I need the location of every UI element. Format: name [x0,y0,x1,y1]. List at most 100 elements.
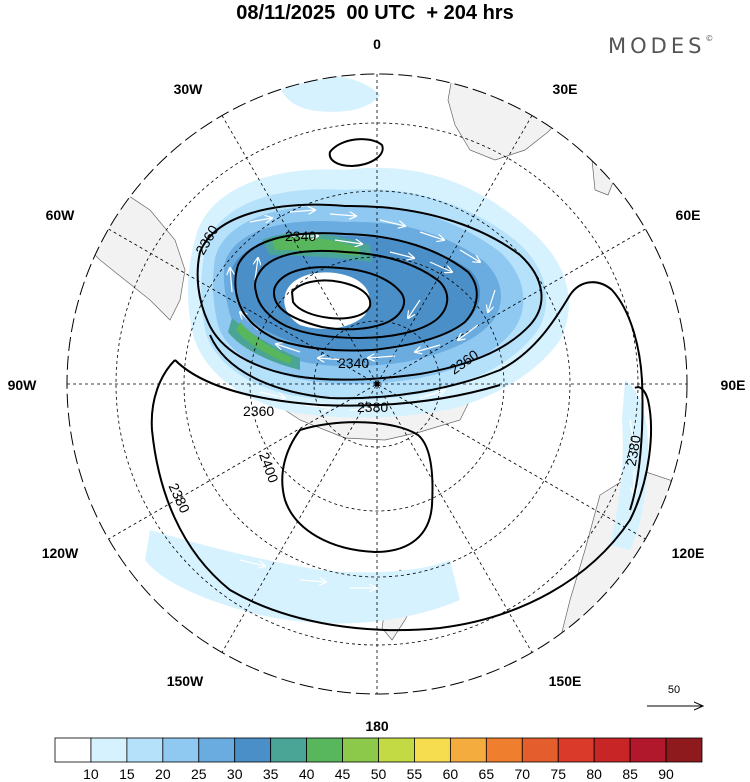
contour-closed-north [328,138,384,168]
shade-45-west [236,322,292,364]
longitude-labels: 0 30E 60E 90E 120E 150E 180 150W 120W 90… [8,36,746,734]
shade-inner-hole [284,272,370,329]
contour-label: 2340 [338,355,369,371]
colorbar-label: 10 [83,766,99,782]
contour-2400 [281,421,434,554]
shade-15-north [280,75,380,112]
wind-vector [329,214,356,216]
contour-2280 [290,279,372,320]
copyright-mark: © [705,34,714,43]
wind-vector [419,390,445,399]
reference-vector: 50 [647,684,703,706]
colorbar-swatch [414,737,451,763]
contour-2380-inner [174,359,501,407]
wind-vector [276,344,301,353]
wind-vector [389,251,414,258]
lon-label-60w: 60W [46,207,76,223]
contour-label-group: 2360 2340 2340 2360 2380 2360 2400 2380 … [166,222,644,515]
lon-label-60e: 60E [676,207,701,223]
wind-vectors [230,210,634,588]
shade-15-east [610,380,649,550]
wind-vector [368,356,396,358]
colorbar-swatch [306,737,343,763]
colorbar-label: 70 [514,766,530,782]
lon-label-120w: 120W [42,545,79,561]
colorbar-swatch [557,737,595,763]
contour-2360-outer [196,203,543,381]
wind-vector [419,231,444,240]
colorbar-swatch [270,737,308,763]
colorbar-label: 15 [119,766,135,782]
colorbar-swatch [665,737,703,763]
wind-vector [255,258,258,281]
wind-vector [630,419,634,444]
wind-vector [349,408,375,410]
wind-vector [230,268,232,293]
brand-name: MODES [608,34,706,58]
lon-label-180: 180 [365,718,389,734]
contour-label: 2380 [357,399,388,415]
colorbar-swatch [90,737,128,763]
wind-vector [415,344,441,352]
south-pole-marker [374,381,380,387]
colorbar-swatch [162,737,200,763]
colorbar-swatch [521,737,559,763]
colorbar-swatch [198,737,236,763]
wind-vector [488,289,496,312]
lon-label-30e: 30E [553,81,578,97]
wind-vector [239,559,265,566]
contour-2380 [150,359,652,632]
wind-vector [289,210,315,212]
lon-label-0: 0 [373,36,381,52]
contour-2340 [234,232,478,352]
colorbar-swatch [593,737,631,763]
meridian-60e-120w [108,228,646,540]
chart-title: 08/11/2025 00 UTC + 204 hrs [236,2,514,24]
lon-label-120e: 120E [672,545,705,561]
colorbar-label: 80 [586,766,602,782]
colorbar: 10 15 20 25 30 35 40 45 50 55 60 65 70 75 80 85 90 [54,737,703,782]
colorbar-swatch [234,737,272,763]
contour-label: 2360 [243,403,274,419]
lon-label-30w: 30W [174,81,204,97]
contour-label: 2340 [285,228,316,244]
colorbar-label: 55 [407,766,423,782]
colorbar-swatch [54,737,92,763]
colorbar-swatch [449,737,487,763]
wind-vector [379,219,405,226]
wind-vector [459,249,480,262]
colorbar-label: 30 [227,766,243,782]
colorbar-label: 60 [443,766,459,782]
map-border [66,73,688,695]
colorbar-label: 65 [479,766,495,782]
colorbar-label: 20 [155,766,171,782]
meridian-30w-150e [221,115,533,653]
colorbar-label: 85 [622,766,638,782]
meridian-30e-150w [221,115,533,653]
reference-vector-label: 50 [668,684,680,696]
colorbar-label: 35 [263,766,279,782]
colorbar-label: 75 [550,766,566,782]
lon-label-150w: 150W [167,673,204,689]
map-disc: 2360 2340 2340 2360 2380 2360 2400 2380 … [67,74,687,694]
contour-2320 [253,249,449,340]
wind-vector [429,261,452,272]
lon-label-150e: 150E [549,673,582,689]
colorbar-swatch [485,737,523,763]
contour-2300 [272,266,406,331]
colorbar-swatch [126,737,164,763]
colorbar-swatch [378,737,415,763]
wind-vector [318,358,346,360]
lon-label-90e: 90E [721,377,746,393]
wind-vector [458,324,479,340]
height-contours [150,138,652,632]
colorbar-label: 40 [299,766,315,782]
wind-vector [334,240,362,244]
shade-15-south [145,530,460,624]
brand-logo: MODES© [608,34,713,58]
wind-vector [304,405,330,408]
wind-vector [299,580,326,582]
colorbar-label: 25 [191,766,207,782]
colorbar-label: 90 [658,766,674,782]
